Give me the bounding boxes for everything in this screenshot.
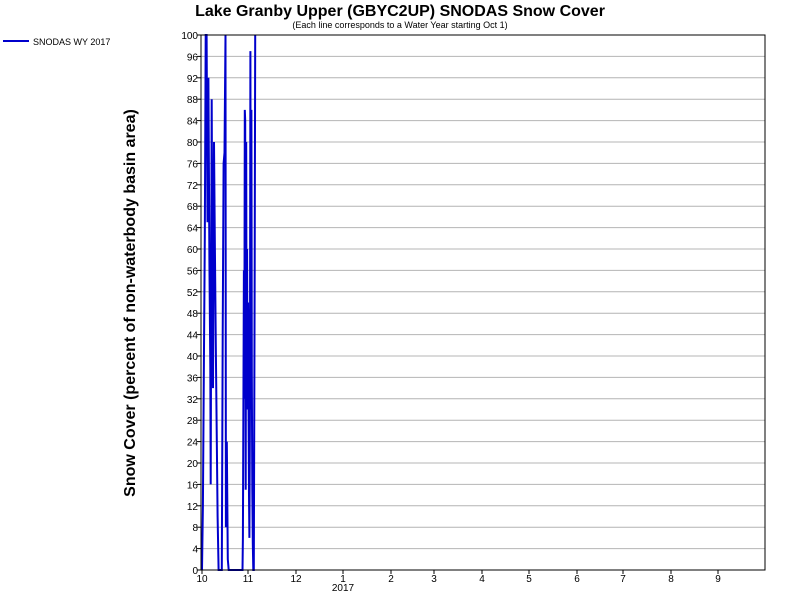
y-tick-label: 12 xyxy=(187,502,199,513)
x-tick-label: 12 xyxy=(290,574,302,585)
x-tick-label: 3 xyxy=(431,574,437,585)
y-tick-label: 96 xyxy=(187,52,199,63)
y-tick-label: 40 xyxy=(187,352,199,363)
grid-lines xyxy=(197,34,765,571)
x-year-label: 2017 xyxy=(332,583,355,594)
y-tick-label: 56 xyxy=(187,266,199,277)
x-tick-label: 11 xyxy=(243,574,254,585)
y-tick-label: 84 xyxy=(187,117,199,128)
y-tick-label: 24 xyxy=(187,438,199,449)
y-tick-label: 72 xyxy=(187,181,199,192)
y-tick-labels: 0481216202428323640444852566064687276808… xyxy=(181,31,198,577)
x-tick-label: 7 xyxy=(620,574,626,585)
x-tick-label: 2 xyxy=(388,574,394,585)
y-tick-label: 88 xyxy=(187,95,199,106)
x-tick-label: 9 xyxy=(715,574,721,585)
plot-area-border xyxy=(200,34,766,571)
chart-title: Lake Granby Upper (GBYC2UP) SNODAS Snow … xyxy=(195,3,605,20)
y-tick-label: 64 xyxy=(187,224,199,235)
y-tick-label: 60 xyxy=(187,245,199,256)
y-tick-label: 80 xyxy=(187,138,199,149)
x-tick-label: 6 xyxy=(574,574,580,585)
y-tick-label: 0 xyxy=(192,566,198,577)
y-tick-label: 8 xyxy=(192,523,198,534)
legend-entry-label: SNODAS WY 2017 xyxy=(33,37,110,47)
y-tick-label: 52 xyxy=(187,288,199,299)
y-axis-label: Snow Cover (percent of non-waterbody bas… xyxy=(122,109,139,497)
series-lines xyxy=(201,34,257,571)
y-tick-label: 36 xyxy=(187,373,199,384)
y-tick-label: 100 xyxy=(181,31,198,42)
y-tick-label: 44 xyxy=(187,331,199,342)
x-tick-label: 10 xyxy=(196,574,208,585)
y-tick-label: 4 xyxy=(192,545,198,556)
x-tick-label: 8 xyxy=(668,574,674,585)
chart-subtitle: (Each line corresponds to a Water Year s… xyxy=(292,20,507,30)
y-tick-label: 48 xyxy=(187,309,199,320)
x-tick-label: 4 xyxy=(479,574,485,585)
y-tick-label: 76 xyxy=(187,159,199,170)
x-tick-labels: 10 11 12 1 2 3 4 5 6 7 8 9 xyxy=(196,570,721,585)
y-tick-label: 92 xyxy=(187,74,199,85)
x-tick-label: 1 xyxy=(340,574,346,585)
y-tick-label: 68 xyxy=(187,202,199,213)
y-tick-label: 16 xyxy=(187,480,199,491)
y-tick-label: 20 xyxy=(187,459,199,470)
x-tick-label: 5 xyxy=(526,574,532,585)
y-tick-label: 28 xyxy=(187,416,199,427)
legend: SNODAS WY 2017 xyxy=(3,37,110,47)
series-line xyxy=(201,34,257,571)
y-tick-label: 32 xyxy=(187,395,199,406)
